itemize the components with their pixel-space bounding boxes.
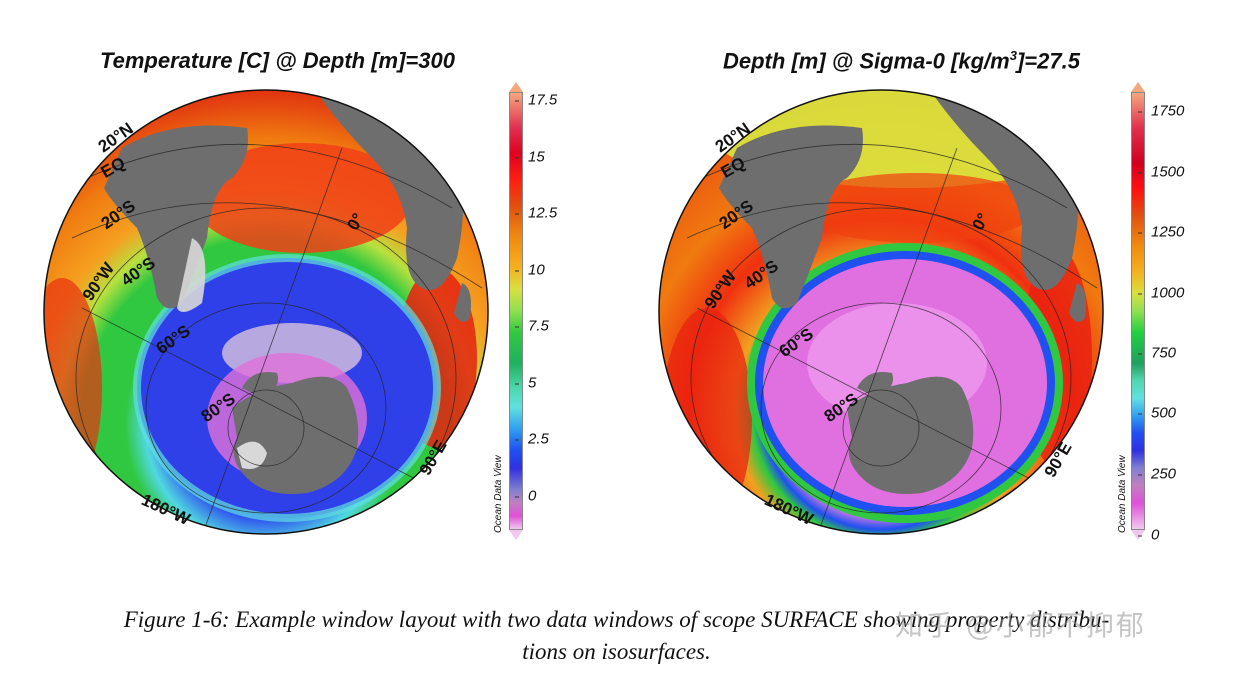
colorbar-underflow-arrow xyxy=(509,530,523,540)
cbar-tick: 17.5 xyxy=(514,91,558,109)
cbar-tick: 2.5 xyxy=(515,430,549,448)
colorbar-gradient xyxy=(1131,92,1145,530)
cbar-tick: 12.5 xyxy=(514,204,558,222)
depth-colorbar xyxy=(1131,82,1145,540)
cbar-tick: 15 xyxy=(515,148,545,166)
depth-plot-title: Depth [m] @ Sigma-0 [kg/m3]=27.5 xyxy=(723,48,1080,74)
temperature-colorbar xyxy=(509,82,523,540)
cbar-tick: 1250 xyxy=(1137,223,1185,241)
cbar-tick: 0 xyxy=(1137,526,1160,544)
cbar-tick: 5 xyxy=(514,374,537,392)
cbar-tick: 750 xyxy=(1137,344,1177,362)
cbar-tick: 1500 xyxy=(1137,163,1185,181)
depth-panel: Depth [m] @ Sigma-0 [kg/m3]=27.5 xyxy=(615,0,1233,560)
cbar-tick: 7.5 xyxy=(515,317,549,335)
cbar-tick: 10 xyxy=(515,261,545,279)
figure-caption: Figure 1-6: Example window layout with t… xyxy=(0,604,1233,668)
ocean-data-view-label: Ocean Data View xyxy=(1117,455,1128,533)
temperature-map[interactable] xyxy=(42,88,490,536)
depth-map[interactable] xyxy=(657,88,1105,536)
cbar-tick: 1000 xyxy=(1137,284,1185,302)
cbar-tick: 250 xyxy=(1137,465,1177,483)
ocean-data-view-label: Ocean Data View xyxy=(493,455,504,533)
cbar-tick: 0 xyxy=(514,487,537,505)
zhihu-watermark: 知乎 @小郁不抑郁 xyxy=(895,609,1146,642)
temperature-panel: Temperature [C] @ Depth [m]=300 xyxy=(0,0,620,560)
colorbar-overflow-arrow xyxy=(509,82,523,92)
colorbar-gradient xyxy=(509,92,523,530)
caption-line-1: Figure 1-6: Example window layout with t… xyxy=(123,607,1110,632)
caption-line-2: tions on isosurfaces. xyxy=(522,639,711,664)
colorbar-overflow-arrow xyxy=(1131,82,1145,92)
cbar-tick: 500 xyxy=(1137,404,1177,422)
cbar-tick: 1750 xyxy=(1137,102,1185,120)
temperature-plot-title: Temperature [C] @ Depth [m]=300 xyxy=(100,48,455,73)
